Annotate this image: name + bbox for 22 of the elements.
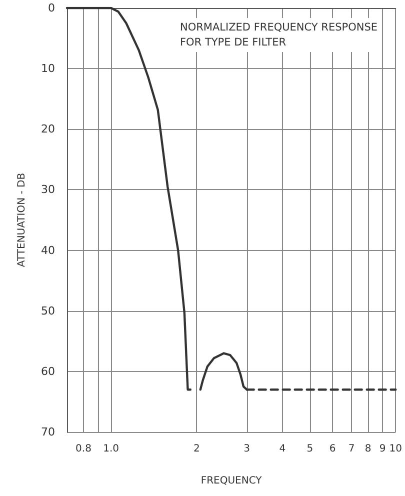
y-tick-label: 40 — [41, 244, 55, 257]
x-tick-label: 0.8 — [76, 444, 92, 454]
x-tick-label: 10 — [389, 444, 402, 454]
y-tick-label: 50 — [41, 304, 55, 318]
x-tick-label: 8 — [364, 444, 372, 454]
y-tick-label: 70 — [41, 426, 55, 438]
x-tick-label: 9 — [379, 444, 386, 454]
x-tick-label: 2 — [194, 444, 200, 454]
y-tick-label: 20 — [41, 122, 55, 136]
x-tick-label: 7 — [348, 444, 355, 454]
text: NORMALIZED FREQUENCY RESPONSE FOR TYPE DE FILTER — [180, 22, 378, 48]
x-tick-label: 6 — [329, 444, 336, 454]
x-tick-label: 3 — [244, 444, 250, 454]
x-axis-title: FREQUENCY — [200, 476, 263, 486]
y-tick-label: 60 — [41, 364, 55, 378]
y-tick-label: 30 — [41, 183, 55, 196]
x-tick-label: 5 — [306, 444, 314, 454]
x-tick-label: 4 — [279, 444, 286, 454]
y-axis-title: ATTENUATION - DB — [16, 172, 28, 268]
y-tick-label: 0 — [48, 2, 55, 14]
y-tick-label: 10 — [41, 62, 55, 76]
x-tick-label: 1.0 — [103, 444, 120, 454]
